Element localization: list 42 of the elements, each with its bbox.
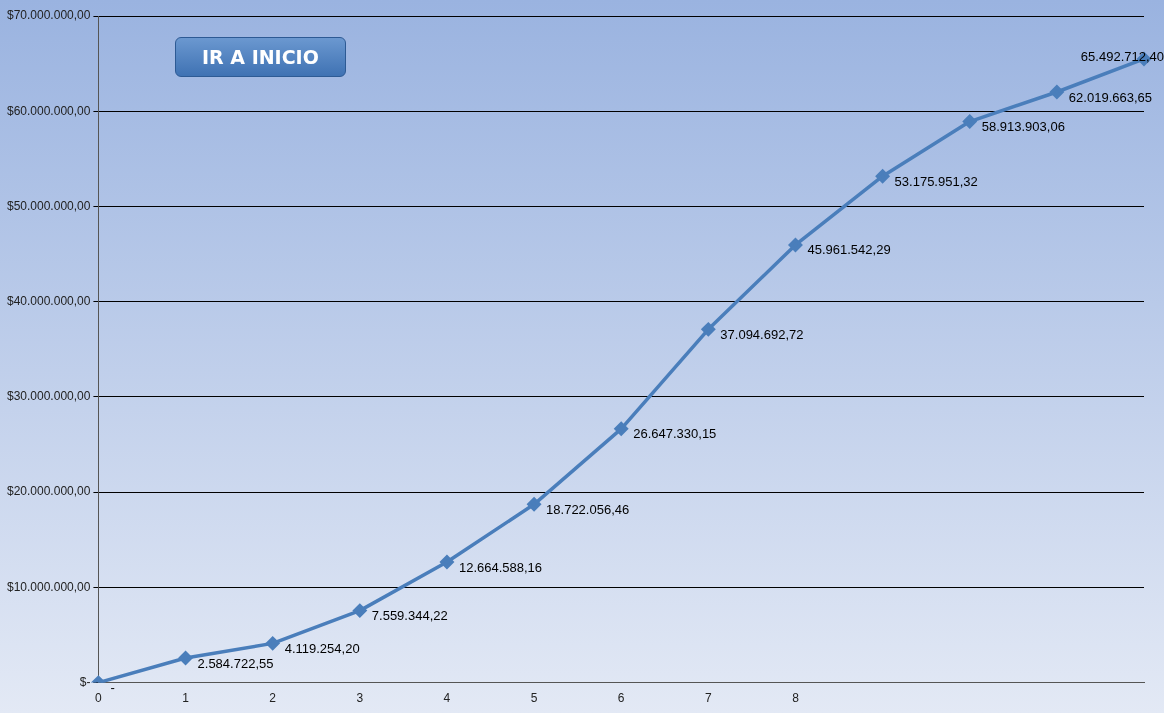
point bbox=[527, 497, 541, 512]
data-label: 2.584.722,55 bbox=[197, 655, 274, 671]
point bbox=[701, 322, 716, 337]
data-label: 37.094.692,72 bbox=[720, 326, 804, 342]
data-label: 62.019.663,65 bbox=[1068, 89, 1153, 105]
point bbox=[962, 114, 977, 129]
x-tick-label: 1 bbox=[182, 691, 190, 706]
data-label: 26.647.330,15 bbox=[633, 426, 717, 442]
point bbox=[353, 603, 367, 618]
point bbox=[614, 422, 628, 436]
data-label: 45.961.542,29 bbox=[807, 242, 891, 258]
x-tick-label: 4 bbox=[443, 691, 451, 706]
x-tick-label: 7 bbox=[705, 691, 712, 706]
y-tick-label: $- bbox=[79, 674, 91, 689]
point bbox=[440, 555, 454, 569]
x-tick-label: 8 bbox=[792, 691, 800, 706]
point bbox=[265, 636, 280, 651]
data-label: 65.492.712,40 bbox=[1080, 48, 1164, 64]
y-tick-label: $30.000.000,00 bbox=[6, 389, 91, 404]
x-tick-label: 5 bbox=[530, 691, 538, 706]
x-tick-label: 6 bbox=[617, 691, 625, 706]
data-label: 53.175.951,32 bbox=[894, 173, 978, 189]
data-label: 18.722.056,46 bbox=[546, 501, 630, 517]
y-tick-label: $50.000.000,00 bbox=[6, 198, 91, 213]
y-tick-label: $70.000.000,00 bbox=[6, 8, 91, 23]
point bbox=[875, 169, 890, 183]
y-tick-label: $20.000.000,00 bbox=[6, 484, 91, 499]
data-label: 12.664.588,16 bbox=[458, 559, 543, 575]
data-label: - bbox=[110, 680, 115, 696]
y-tick-label: $60.000.000,00 bbox=[6, 103, 91, 118]
point bbox=[1050, 85, 1064, 99]
x-tick-label: 3 bbox=[356, 691, 364, 706]
x-tick-label: 2 bbox=[269, 691, 277, 706]
annotation: IR A INICIO bbox=[175, 37, 346, 77]
data-label: 7.559.344,22 bbox=[371, 608, 448, 624]
y-tick-label: $10.000.000,00 bbox=[6, 579, 91, 594]
data-label: 58.913.903,06 bbox=[981, 119, 1065, 135]
point bbox=[178, 651, 193, 665]
x-tick-label: 0 bbox=[95, 691, 103, 706]
point bbox=[788, 238, 803, 252]
data-label: 4.119.254,20 bbox=[284, 640, 360, 656]
y-tick-label: $40.000.000,00 bbox=[6, 294, 91, 308]
